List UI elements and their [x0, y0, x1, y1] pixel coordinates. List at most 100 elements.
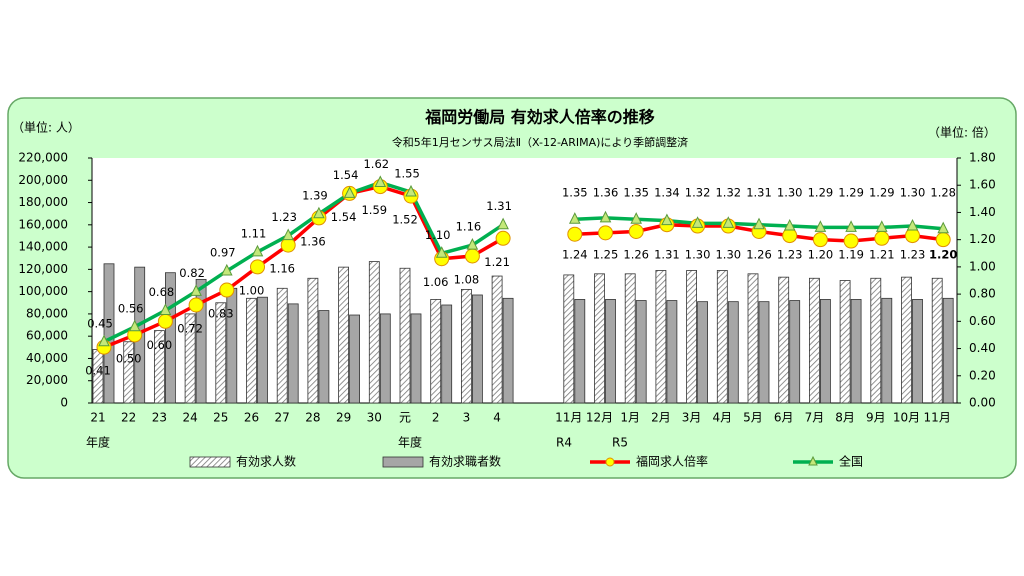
bar [655, 270, 667, 404]
marker [313, 206, 325, 219]
x-tick-label: 24 [182, 411, 197, 425]
data-label: 1.11 [241, 226, 267, 240]
data-label: 1.20 [929, 248, 957, 262]
bar [931, 277, 943, 404]
data-label: 1.26 [746, 248, 772, 262]
bar [226, 287, 238, 404]
marker [599, 210, 612, 223]
bar [153, 330, 165, 404]
y2-tick-label: 0.80 [969, 287, 996, 301]
marker [628, 224, 644, 239]
y-tick-label: 80,000 [26, 306, 68, 320]
data-label: 1.31 [746, 186, 772, 200]
data-label: 0.72 [177, 322, 203, 336]
x-tick-label: 2月 [651, 411, 671, 425]
marker [568, 212, 581, 224]
data-label: 0.97 [210, 245, 236, 259]
y-axis-label: （単位: 人） [12, 120, 80, 135]
data-label: 1.28 [930, 186, 956, 200]
data-label: 1.10 [425, 228, 451, 242]
y-tick-label: 160,000 [18, 217, 68, 231]
marker [875, 220, 888, 232]
bar [215, 302, 227, 404]
legend-marker [605, 457, 615, 467]
marker [405, 184, 417, 197]
x-tick-label: 23 [152, 411, 167, 425]
annotation: R4 [556, 436, 572, 450]
bar [307, 277, 319, 404]
bar [379, 313, 391, 404]
y-tick-label: 0 [60, 396, 68, 410]
y2-tick-label: 1.00 [969, 259, 996, 273]
x-tick-label: 27 [275, 411, 290, 425]
legend-label: 有効求職者数 [429, 454, 501, 469]
legend-label: 福岡求人倍率 [636, 454, 708, 469]
data-label: 1.35 [562, 186, 588, 200]
bar [605, 299, 616, 404]
bar [624, 273, 636, 404]
data-label: 1.24 [562, 248, 588, 262]
data-label: 1.32 [715, 186, 741, 200]
marker [814, 220, 827, 232]
data-label: 1.23 [777, 248, 803, 262]
bar [789, 300, 801, 404]
bar [195, 278, 207, 404]
x-tick-label: 1月 [620, 411, 640, 425]
legend-label: 有効求人数 [236, 454, 296, 469]
marker [630, 212, 643, 224]
marker [128, 319, 141, 332]
bar [502, 297, 514, 404]
bar [441, 304, 453, 404]
bar [594, 273, 605, 404]
y2-tick-label: 1.60 [969, 178, 996, 192]
data-label: 0.45 [87, 316, 113, 330]
x-tick-label: 10月 [893, 411, 920, 425]
data-label: 1.62 [363, 157, 389, 171]
x-tick-label: 元 [399, 411, 411, 425]
x-tick-label: 3 [463, 411, 471, 425]
y2-tick-label: 0.60 [969, 314, 996, 328]
bar [574, 299, 586, 404]
data-label: 1.30 [900, 186, 926, 200]
data-label: 1.21 [484, 255, 510, 269]
bar [778, 276, 790, 404]
bar [820, 299, 831, 404]
chart-subtitle: 令和5年1月センサス局法Ⅱ（X-12-ARIMA)により季節調整済 [392, 135, 688, 149]
marker [219, 282, 235, 298]
data-label: 1.29 [808, 186, 834, 200]
x-tick-label: 29 [336, 411, 351, 425]
bar [758, 301, 770, 404]
data-label: 1.08 [454, 273, 480, 287]
marker [159, 303, 172, 315]
bar [349, 314, 361, 404]
marker [157, 313, 173, 329]
y-tick-label: 60,000 [26, 329, 68, 343]
legend-swatch [189, 456, 231, 468]
marker [280, 237, 296, 253]
x-tick-label: 26 [244, 411, 259, 425]
data-label: 0.68 [149, 285, 175, 299]
data-label: 0.83 [208, 307, 234, 321]
marker [250, 259, 265, 275]
data-label: 1.39 [302, 188, 328, 202]
data-label: 1.19 [838, 248, 864, 262]
y2-tick-label: 0.40 [969, 341, 996, 355]
data-label: 0.82 [179, 266, 205, 280]
annotation: R5 [612, 436, 628, 450]
data-label: 1.30 [715, 248, 741, 262]
marker [812, 232, 828, 248]
marker [691, 216, 704, 228]
marker [905, 228, 920, 244]
bar [839, 280, 851, 404]
data-label: 1.31 [486, 199, 512, 213]
data-label: 1.26 [623, 248, 649, 262]
data-label: 1.54 [333, 168, 359, 182]
bar [257, 296, 268, 404]
bar [368, 261, 380, 404]
marker [282, 228, 295, 241]
bar [338, 266, 350, 404]
bar [716, 270, 728, 404]
data-label: 1.29 [869, 186, 895, 200]
marker [906, 218, 919, 231]
